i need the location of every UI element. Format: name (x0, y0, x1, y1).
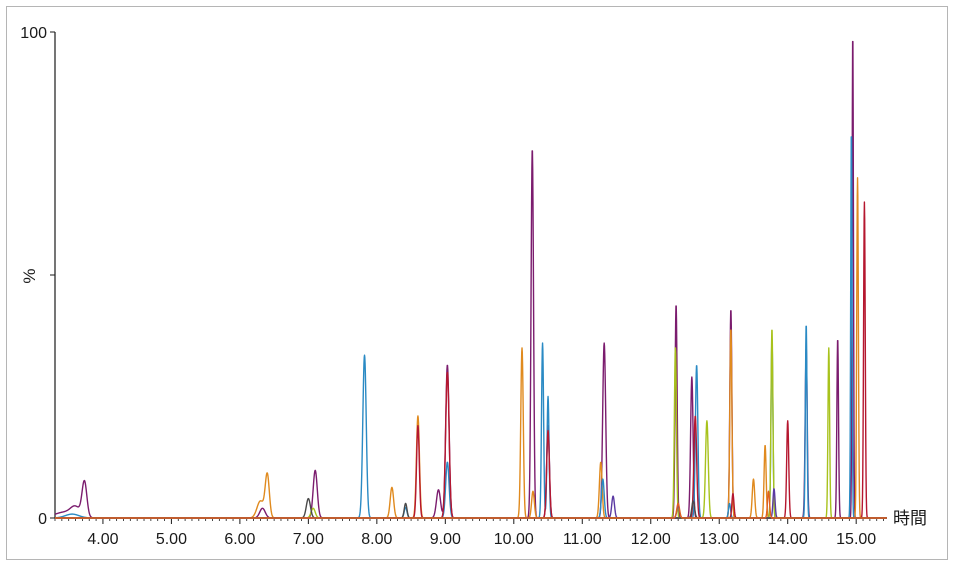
x-tick-label: 9.00 (430, 531, 461, 548)
x-tick-label: 10.00 (494, 531, 534, 548)
x-tick-label: 5.00 (156, 531, 187, 548)
series-group (54, 40, 888, 519)
x-axis-label: 時間 (893, 509, 927, 528)
x-tick-label: 14.00 (768, 531, 808, 548)
x-tick-label: 11.00 (563, 531, 602, 548)
y-axis-label: % (20, 268, 39, 283)
x-tick-label: 15.00 (836, 531, 876, 548)
series-trace-5 (54, 329, 888, 519)
x-tick-label: 12.00 (631, 531, 671, 548)
x-tick-label: 7.00 (293, 531, 324, 548)
series-trace-4 (54, 201, 888, 519)
x-tick-label: 13.00 (699, 531, 739, 548)
y-tick-label: 0 (38, 511, 47, 528)
series-trace-1 (54, 40, 888, 519)
y-tick-label: 100 (20, 25, 47, 42)
labels: % 時間 (20, 268, 927, 528)
x-tick-label: 4.00 (87, 531, 118, 548)
x-tick-label: 8.00 (361, 531, 392, 548)
series-trace-3 (54, 136, 888, 519)
chart-frame: 0 100 4.00 5.00 6.00 7.00 8.00 9.00 10.00 11.00 12… (6, 6, 948, 560)
x-tick-label: 6.00 (224, 531, 255, 548)
axes: 0 100 4.00 5.00 6.00 7.00 8.00 9.00 10.00 11.00 12… (20, 25, 887, 548)
series-trace-8 (54, 490, 888, 519)
series-trace-2 (54, 177, 888, 519)
chromatogram-chart: 0 100 4.00 5.00 6.00 7.00 8.00 9.00 10.00 11.00 12… (20, 25, 927, 548)
